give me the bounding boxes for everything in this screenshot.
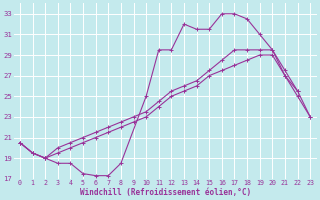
X-axis label: Windchill (Refroidissement éolien,°C): Windchill (Refroidissement éolien,°C) <box>79 188 251 197</box>
